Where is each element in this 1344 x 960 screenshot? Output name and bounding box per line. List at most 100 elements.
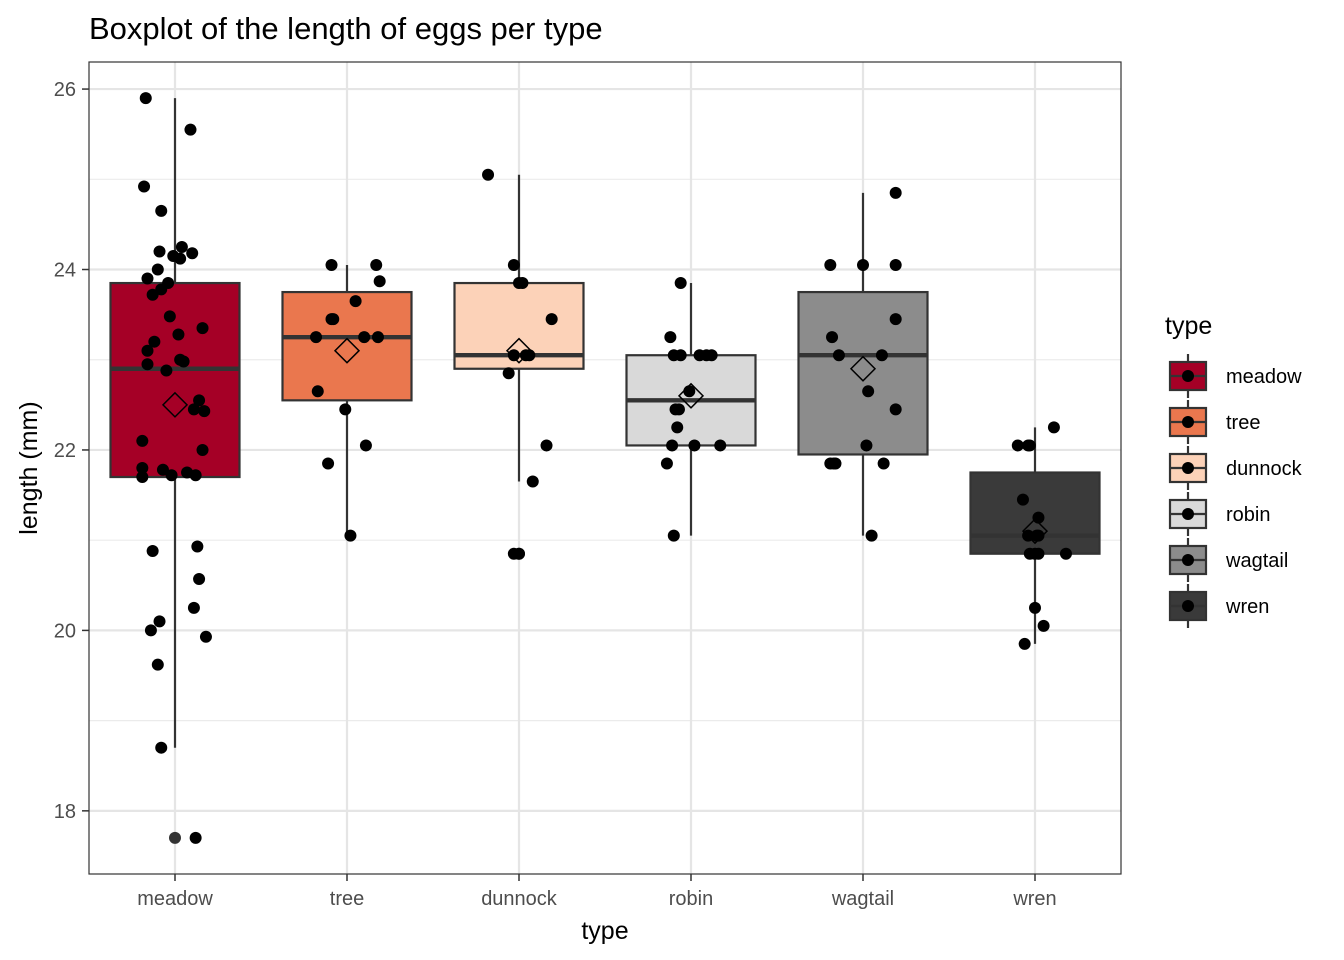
chart-title: Boxplot of the length of eggs per type — [89, 11, 603, 46]
axes: 18 20 22 24 26 meadow tree dunnock robin wagtail w… — [54, 79, 1057, 910]
data-point-robin — [672, 403, 685, 416]
data-point-meadow — [172, 328, 185, 341]
data-point-robin — [674, 349, 687, 362]
data-point-meadow — [139, 92, 152, 105]
data-point-robin — [674, 277, 687, 290]
data-point-meadow — [189, 831, 202, 844]
data-point-tree — [349, 295, 362, 308]
legend-label-wren: wren — [1225, 596, 1269, 618]
x-tick-label: wren — [1012, 888, 1056, 910]
data-point-meadow — [148, 335, 161, 348]
data-point-wren — [1011, 439, 1024, 452]
box-tree — [281, 290, 413, 402]
data-point-dunnock — [516, 277, 529, 290]
data-point-meadow — [165, 469, 178, 482]
data-point-dunnock — [545, 313, 558, 326]
data-point-meadow — [144, 624, 157, 637]
x-tick-label: wagtail — [831, 888, 894, 910]
data-point-tree — [371, 331, 384, 344]
outlier-meadow — [169, 831, 181, 844]
legend-key-point — [1182, 370, 1194, 382]
data-point-wagtail — [857, 259, 869, 271]
data-point-meadow — [153, 615, 166, 628]
data-point-meadow — [196, 322, 209, 335]
data-point-meadow — [151, 263, 164, 276]
y-tick-label: 20 — [54, 620, 76, 642]
data-point-tree — [358, 331, 371, 344]
data-point-wren — [1047, 421, 1060, 434]
data-point-meadow — [136, 434, 149, 447]
plot-panel-border — [88, 61, 1122, 875]
data-point-tree — [311, 385, 324, 398]
data-point-meadow — [156, 463, 169, 476]
data-point-meadow — [141, 344, 154, 357]
data-point-wren — [1032, 547, 1045, 560]
box-meadow — [109, 281, 241, 479]
data-point-wren — [1016, 493, 1029, 506]
data-point-robin — [671, 421, 684, 434]
points — [136, 92, 1072, 844]
data-point-wagtail — [865, 529, 878, 542]
legend-title: type — [1165, 312, 1212, 340]
data-point-tree — [322, 457, 335, 470]
data-point-wagtail — [889, 259, 902, 271]
data-point-meadow — [193, 394, 206, 407]
data-point-meadow — [196, 443, 209, 456]
legend-label-tree: tree — [1226, 412, 1260, 434]
data-point-meadow — [146, 288, 159, 301]
data-point-meadow — [155, 741, 168, 754]
data-point-meadow — [136, 462, 149, 474]
legend-key-point — [1182, 416, 1194, 428]
data-point-wagtail — [889, 313, 902, 326]
data-point-tree — [327, 313, 340, 326]
x-tick-label: dunnock — [481, 888, 558, 910]
data-point-meadow — [155, 204, 168, 217]
x-tick-label: robin — [669, 888, 713, 910]
mean-marker-wagtail — [849, 355, 877, 382]
data-point-robin — [660, 457, 673, 470]
data-point-meadow — [155, 283, 168, 296]
data-point-meadow — [198, 405, 211, 418]
legend-key-point — [1182, 600, 1194, 612]
data-point-meadow — [177, 355, 190, 368]
data-point-wren — [1023, 439, 1036, 452]
mean-marker-meadow — [161, 391, 189, 418]
data-point-dunnock — [523, 349, 536, 362]
data-point-meadow — [199, 630, 212, 643]
data-point-wagtail — [875, 349, 888, 362]
x-axis-title: type — [581, 917, 628, 945]
data-point-wren — [1018, 637, 1031, 650]
data-point-wagtail — [824, 259, 837, 271]
data-point-wagtail — [889, 186, 902, 199]
data-point-meadow — [189, 469, 202, 482]
y-tick-label: 18 — [54, 801, 76, 823]
data-point-meadow — [141, 272, 154, 285]
data-point-tree — [373, 275, 386, 288]
data-point-wagtail — [860, 439, 873, 452]
y-tick-label: 22 — [54, 440, 76, 462]
data-point-meadow — [146, 545, 159, 558]
data-point-meadow — [186, 247, 199, 260]
data-point-tree — [370, 259, 383, 271]
y-axis-title: length (mm) — [15, 401, 43, 534]
data-point-robin — [664, 331, 677, 344]
data-point-meadow — [138, 180, 151, 193]
data-point-robin — [683, 385, 696, 398]
data-point-robin — [667, 529, 680, 542]
data-point-wagtail — [862, 385, 875, 398]
legend-key-point — [1182, 462, 1194, 474]
data-point-meadow — [187, 403, 200, 416]
y-tick-label: 24 — [54, 260, 76, 282]
data-point-meadow — [193, 572, 206, 585]
data-point-meadow — [153, 245, 166, 258]
mean-marker-robin — [677, 382, 705, 409]
legend-label-meadow: meadow — [1226, 366, 1302, 388]
data-point-robin — [688, 439, 701, 452]
data-point-tree — [310, 331, 323, 344]
data-point-meadow — [174, 252, 187, 265]
data-point-tree — [344, 529, 357, 542]
data-point-wren — [1032, 511, 1045, 524]
x-tick-label: meadow — [137, 888, 213, 910]
mean-marker-dunnock — [505, 337, 533, 364]
